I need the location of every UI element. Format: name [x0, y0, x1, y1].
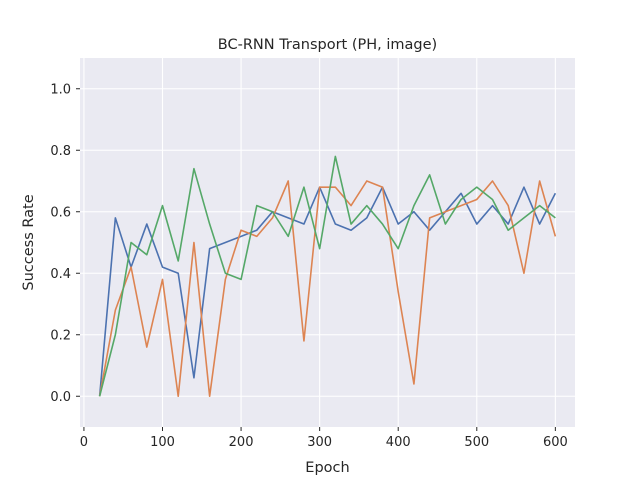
x-tick-label: 300 — [307, 435, 332, 450]
x-tick-label: 100 — [150, 435, 175, 450]
x-tick-label: 500 — [464, 435, 489, 450]
x-axis-label: Epoch — [305, 460, 349, 476]
x-tick-label: 0 — [80, 435, 88, 450]
series-line-2 — [98, 180, 557, 398]
y-tick-label: 1.0 — [50, 82, 71, 97]
x-tick-label: 400 — [386, 435, 411, 450]
grid — [80, 58, 575, 427]
y-tick-label: 0.4 — [50, 267, 71, 282]
y-tick-label: 0.2 — [50, 328, 71, 343]
chart-title: BC-RNN Transport (PH, image) — [218, 37, 437, 53]
y-tick-label: 0.8 — [50, 144, 71, 159]
y-axis-label: Success Rate — [21, 194, 37, 290]
x-tick-label: 600 — [543, 435, 568, 450]
x-tick-label: 200 — [229, 435, 254, 450]
axis-ticks: 0 100 200 300 400 500 600 0.0 0.2 0.4 0.6 0.8 1.0 — [50, 82, 567, 450]
series-line-3 — [98, 155, 556, 397]
y-tick-label: 0.6 — [50, 205, 71, 220]
series-group — [98, 155, 557, 398]
y-tick-label: 0.0 — [50, 390, 71, 405]
